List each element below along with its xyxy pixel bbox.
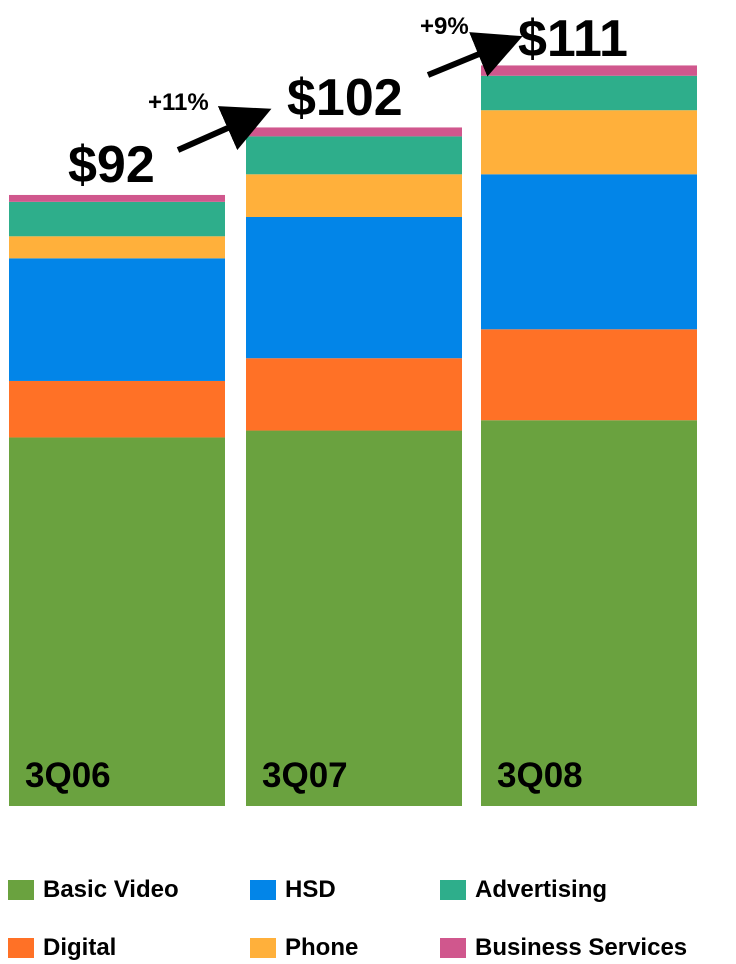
legend-item-phone: Phone — [250, 934, 358, 962]
bar-segment-business-services-3q07 — [246, 127, 462, 137]
legend-swatch — [250, 938, 276, 958]
bar-segment-phone-3q07 — [246, 174, 462, 217]
growth-label: +11% — [148, 89, 209, 116]
bar-segment-basic-video-3q07 — [246, 430, 462, 806]
legend-label: Advertising — [475, 876, 608, 903]
legend-swatch — [440, 938, 466, 958]
legend-label: Phone — [285, 934, 359, 961]
legend-item-digital: Digital — [8, 934, 116, 962]
legend-label: HSD — [285, 876, 336, 903]
legend-item-business-services: Business Services — [440, 934, 687, 962]
growth-arrow — [426, 32, 523, 78]
bar-segment-business-services-3q08 — [481, 65, 697, 76]
legend-swatch — [250, 880, 276, 900]
growth-arrow — [176, 106, 272, 153]
legend-label: Digital — [43, 934, 117, 961]
bar-segment-hsd-3q08 — [481, 174, 697, 330]
category-label-3q07: 3Q07 — [262, 756, 348, 795]
legend-swatch — [8, 938, 34, 958]
bar-segment-digital-3q07 — [246, 358, 462, 431]
chart-legend: Basic Video HSD Advertising Digital Phone Bus… — [8, 868, 736, 964]
total-label-3q06: $92 — [68, 136, 155, 194]
growth-label: +9% — [420, 13, 469, 40]
category-label-3q08: 3Q08 — [497, 756, 583, 795]
bar-segment-basic-video-3q08 — [481, 420, 697, 806]
legend-label: Business Services — [475, 934, 688, 961]
category-label-3q06: 3Q06 — [25, 756, 111, 795]
total-label-3q08: $111 — [518, 10, 628, 68]
legend-item-basic-video: Basic Video — [8, 876, 179, 904]
legend-item-hsd: HSD — [250, 876, 336, 904]
bar-segment-basic-video-3q06 — [9, 437, 225, 806]
bar-segment-advertising-3q06 — [9, 201, 225, 237]
bar-segment-digital-3q08 — [481, 329, 697, 421]
bar-segment-hsd-3q07 — [246, 217, 462, 359]
total-label-3q07: $102 — [287, 69, 403, 127]
stacked-bar-chart: 3Q06 3Q07 3Q08 $92 $102 $111 +11% +9% — [9, 10, 697, 806]
legend-swatch — [440, 880, 466, 900]
bar-segment-advertising-3q07 — [246, 136, 462, 175]
bar-segment-digital-3q06 — [9, 380, 225, 438]
bar-segment-hsd-3q06 — [9, 258, 225, 381]
legend-item-advertising: Advertising — [440, 876, 607, 904]
bar-segment-advertising-3q08 — [481, 75, 697, 111]
legend-label: Basic Video — [43, 876, 179, 903]
legend-swatch — [8, 880, 34, 900]
bar-segment-business-services-3q06 — [9, 194, 225, 202]
bar-segment-phone-3q08 — [481, 110, 697, 175]
bar-segment-phone-3q06 — [9, 236, 225, 259]
